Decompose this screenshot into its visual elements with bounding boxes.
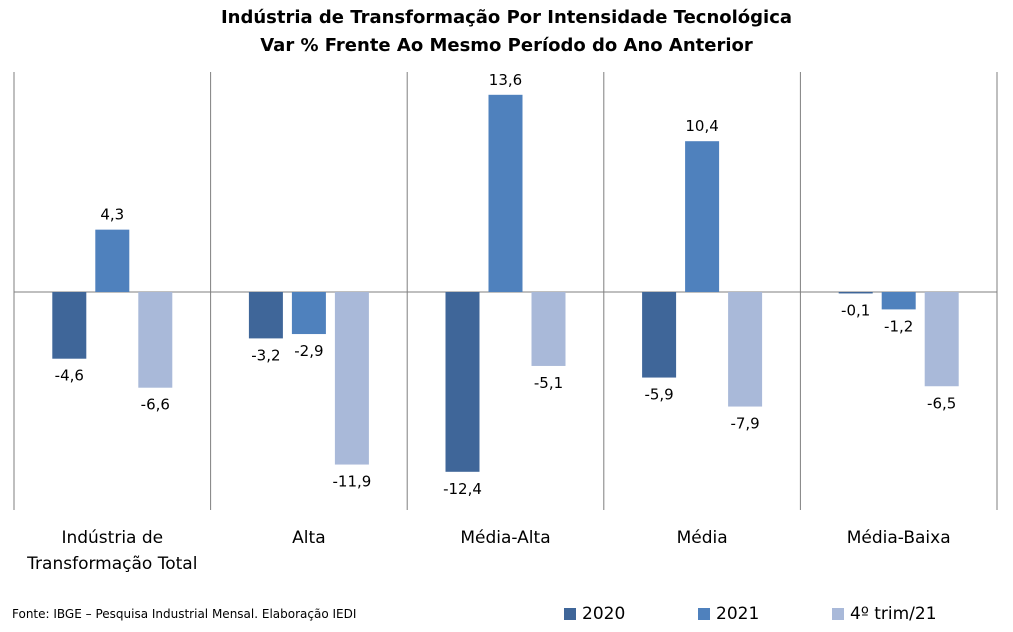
bar-2021-3 bbox=[685, 141, 720, 292]
category-label: Indústria de bbox=[61, 528, 163, 548]
bar-2021-1 bbox=[291, 292, 326, 335]
data-label: -3,2 bbox=[251, 346, 280, 364]
category-label: Alta bbox=[292, 528, 325, 548]
data-label: -12,4 bbox=[443, 480, 482, 498]
data-label: -6,5 bbox=[927, 394, 956, 412]
legend-label-4tri: 4º trim/21 bbox=[850, 604, 937, 624]
bar-4trim21-3 bbox=[728, 292, 763, 407]
legend-swatch-2020 bbox=[564, 608, 576, 620]
bar-2020-1 bbox=[248, 292, 283, 339]
bar-2021-4 bbox=[881, 292, 916, 310]
data-label: -4,6 bbox=[55, 367, 84, 385]
data-label: -1,2 bbox=[884, 317, 913, 335]
legend-swatch-2021 bbox=[698, 608, 710, 620]
category-label: Transformação Total bbox=[26, 554, 197, 574]
data-label: 4,3 bbox=[100, 206, 124, 224]
legend-item-2021: 2021 bbox=[698, 604, 759, 624]
bar-4trim21-2 bbox=[531, 292, 566, 366]
data-label: -11,9 bbox=[332, 473, 371, 491]
legend-label-2021: 2021 bbox=[716, 604, 760, 624]
source-note: Fonte: IBGE – Pesquisa Industrial Mensal… bbox=[12, 607, 357, 621]
chart-title: Indústria de Transformação Por Intensida… bbox=[220, 7, 793, 28]
data-label: -5,1 bbox=[534, 374, 563, 392]
data-label: 10,4 bbox=[685, 117, 718, 135]
bar-2020-4 bbox=[838, 292, 873, 294]
bar-2020-3 bbox=[642, 292, 677, 378]
data-label: -0,1 bbox=[841, 301, 870, 319]
bar-2020-0 bbox=[52, 292, 87, 359]
bar-2020-2 bbox=[445, 292, 480, 472]
chart-subtitle: Var % Frente Ao Mesmo Período do Ano Ant… bbox=[260, 35, 753, 56]
bar-4trim21-4 bbox=[924, 292, 959, 387]
category-label: Média bbox=[677, 528, 728, 548]
bar-2021-2 bbox=[488, 94, 523, 292]
legend-item-2020: 2020 bbox=[564, 604, 625, 624]
data-label: 13,6 bbox=[489, 71, 522, 89]
legend-swatch-4tri bbox=[832, 608, 844, 620]
data-label: -6,6 bbox=[141, 396, 170, 414]
data-label: -5,9 bbox=[644, 386, 673, 404]
bar-4trim21-0 bbox=[138, 292, 173, 388]
legend-label-2020: 2020 bbox=[582, 604, 626, 624]
bar-2021-0 bbox=[95, 229, 130, 292]
category-label: Média-Baixa bbox=[847, 528, 951, 548]
legend-item-4tri: 4º trim/21 bbox=[832, 604, 937, 624]
data-label: -2,9 bbox=[294, 342, 323, 360]
data-label: -7,9 bbox=[730, 415, 759, 433]
bar-4trim21-1 bbox=[334, 292, 369, 465]
category-label: Média-Alta bbox=[460, 528, 550, 548]
